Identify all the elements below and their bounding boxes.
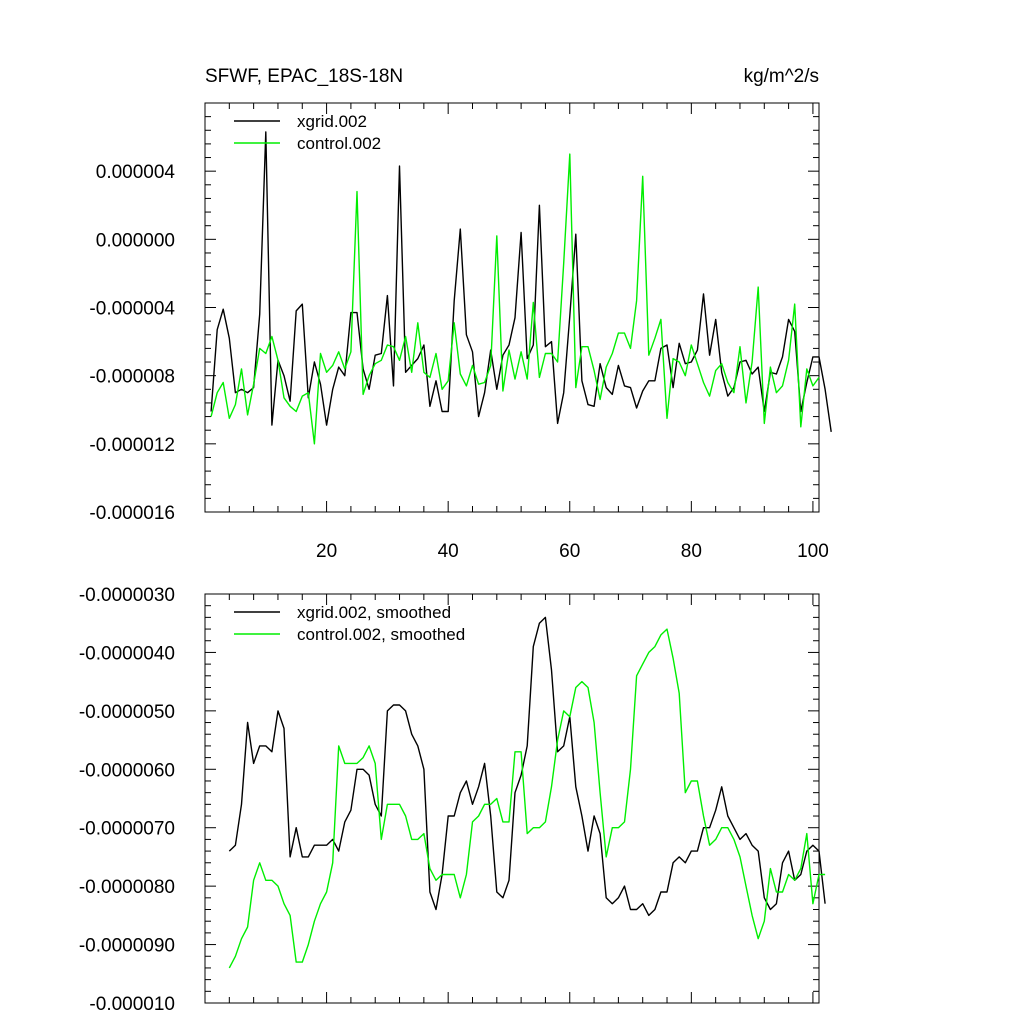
top-legend: xgrid.002 control.002 (234, 112, 381, 153)
y-tick-label: -0.000004 (89, 299, 175, 320)
top-plot-frame (204, 102, 820, 513)
legend-label: control.002 (297, 134, 381, 153)
y-tick-label: -0.0000030 (79, 585, 175, 606)
x-tick-label: 20 (316, 541, 337, 562)
y-tick-label: 0.000000 (96, 230, 175, 251)
y-tick-label: -0.000012 (89, 435, 175, 456)
y-tick-label: -0.000010 (89, 994, 175, 1015)
y-tick-label: -0.0000090 (79, 936, 175, 957)
bottom-series-lines (228, 616, 826, 969)
top-series-lines (210, 131, 832, 445)
y-tick-label: -0.0000070 (79, 819, 175, 840)
series-line-1 (228, 628, 826, 969)
y-tick-label: -0.0000080 (79, 877, 175, 898)
y-tick-label: 0.000004 (96, 162, 176, 183)
legend-label: xgrid.002, smoothed (297, 603, 451, 622)
top-axis-ticks: 20 40 60 80 100 0.000004 0.000000 -0.000004 -0.0… (89, 103, 829, 562)
x-tick-label: 40 (438, 541, 459, 562)
bottom-legend: xgrid.002, smoothed control.002, smoothed (234, 603, 465, 644)
bottom-plot-frame (204, 593, 820, 1004)
legend-label: xgrid.002 (297, 112, 367, 131)
y-tick-label: -0.0000060 (79, 760, 175, 781)
y-tick-label: -0.000008 (89, 367, 175, 388)
bottom-panel: -0.0000030 -0.0000040 -0.0000050 -0.0000060… (79, 585, 826, 1015)
series-line-1 (210, 153, 820, 445)
chart-title: SFWF, EPAC_18S-18N (205, 66, 403, 87)
x-tick-label: 80 (681, 541, 702, 562)
top-panel: SFWF, EPAC_18S-18N kg/m^2/s 20 40 60 80 100 0… (89, 66, 832, 562)
x-tick-label: 100 (797, 541, 829, 562)
legend-label: control.002, smoothed (297, 625, 465, 644)
y-tick-label: -0.0000050 (79, 702, 175, 723)
series-line-0 (228, 616, 826, 917)
y-tick-label: -0.0000040 (79, 643, 175, 664)
units-label: kg/m^2/s (744, 66, 819, 87)
y-tick-label: -0.000016 (89, 503, 175, 524)
x-tick-label: 60 (559, 541, 580, 562)
bottom-axis-ticks: -0.0000030 -0.0000040 -0.0000050 -0.0000060… (79, 585, 819, 1015)
series-line-0 (210, 131, 832, 432)
